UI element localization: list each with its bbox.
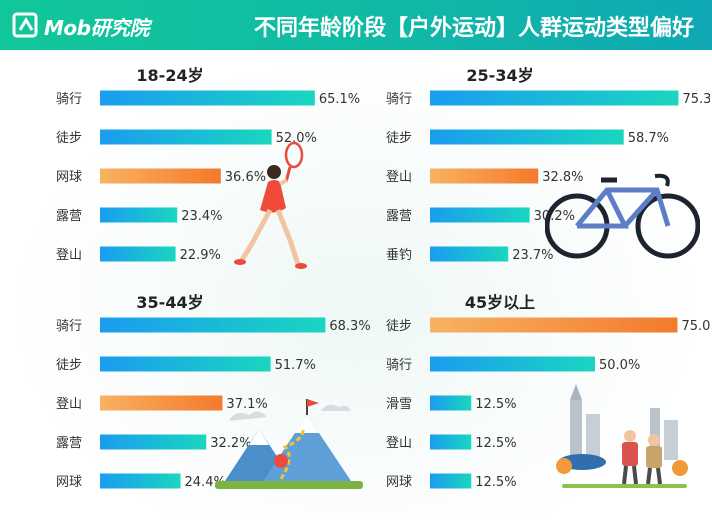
bar <box>430 395 472 411</box>
panel-35-44: 35-44岁 骑行 68.3% 徒步 51.7% 登山 37.1% 露营 32.2% 网球 24.… <box>40 285 380 505</box>
bar-chart-45-plus: 徒步 75.0% 骑行 50.0% 滑雪 12.5% 登山 12.5% 网球 12.5% <box>386 317 711 490</box>
value-label: 12.5% <box>475 436 516 451</box>
panel-title: 25-34岁 <box>466 66 534 85</box>
bar <box>430 434 472 450</box>
category-label: 登山 <box>56 248 82 263</box>
bar-chart-18-24: 骑行 65.1% 徒步 52.0% 网球 36.6% 露营 23.4% 登山 22.9% <box>56 90 360 263</box>
category-label: 垂钓 <box>386 248 412 263</box>
bar-chart-35-44: 骑行 68.3%徒步 51.7%登山 37.1%露营 32.2%网球 24.4% <box>56 317 371 490</box>
bar <box>100 168 221 184</box>
hikers-city-illustration <box>556 384 688 488</box>
value-label: 58.7% <box>628 131 669 146</box>
bar <box>430 356 595 372</box>
value-label: 22.9% <box>180 248 221 263</box>
bar-chart-25-34: 骑行 75.3% 徒步 58.7% 登山 32.8% 露营 30.2% 垂钓 23.7% <box>386 90 710 263</box>
category-label: 骑行 <box>386 358 412 373</box>
category-label: 徒步 <box>56 131 82 146</box>
bar <box>100 90 315 106</box>
category-label: 网球 <box>56 170 82 185</box>
value-label: 65.1% <box>319 92 360 107</box>
bar <box>100 434 207 450</box>
bar <box>430 317 678 333</box>
value-label: 12.5% <box>475 397 516 412</box>
bar <box>430 473 472 489</box>
value-label: 23.4% <box>181 209 222 224</box>
category-label: 网球 <box>386 475 412 490</box>
panel-title: 35-44岁 <box>136 293 204 312</box>
bicycle-illustration <box>545 173 700 259</box>
value-label: 23.7% <box>512 248 553 263</box>
bar <box>100 317 326 333</box>
value-label: 32.8% <box>542 170 583 185</box>
value-label: 51.7% <box>275 358 316 373</box>
value-label: 68.3% <box>329 319 370 334</box>
value-label: 52.0% <box>276 131 317 146</box>
mountain-flag-illustration <box>215 399 363 489</box>
value-label: 30.2% <box>534 209 575 224</box>
bar <box>100 395 223 411</box>
category-label: 登山 <box>386 170 412 185</box>
category-label: 露营 <box>56 436 82 451</box>
panel-title: 18-24岁 <box>136 66 204 85</box>
panel-25-34: 25-34岁 骑行 75.3% 徒步 58.7% 登山 32.8% 露营 30.2% 垂钓 23.… <box>370 58 710 278</box>
category-label: 登山 <box>386 436 412 451</box>
bar <box>100 246 176 262</box>
category-label: 露营 <box>386 209 412 224</box>
category-label: 滑雪 <box>386 397 412 412</box>
panel-title: 45岁以上 <box>464 293 536 312</box>
bar <box>100 356 271 372</box>
value-label: 12.5% <box>475 475 516 490</box>
category-label: 网球 <box>56 475 82 490</box>
panel-45-plus: 45岁以上 徒步 75.0% 骑行 50.0% 滑雪 12.5% 登山 12.5% 网球 12.5… <box>370 285 710 505</box>
category-label: 骑行 <box>56 319 82 334</box>
category-label: 徒步 <box>386 131 412 146</box>
category-label: 骑行 <box>386 92 412 107</box>
category-label: 徒步 <box>386 319 412 334</box>
category-label: 露营 <box>56 209 82 224</box>
bar <box>430 207 530 223</box>
bar <box>430 246 509 262</box>
category-label: 骑行 <box>56 92 82 107</box>
bar <box>100 129 272 145</box>
bar <box>100 207 178 223</box>
value-label: 32.2% <box>210 436 251 451</box>
header-bar: Mob研究院 不同年龄阶段【户外运动】人群运动类型偏好 <box>0 0 712 50</box>
panel-18-24: 18-24岁 骑行 65.1% 徒步 52.0% 网球 36.6% 露营 23.4% 登山 22.… <box>40 58 380 278</box>
bar <box>430 129 624 145</box>
logo-icon <box>12 12 38 38</box>
category-label: 登山 <box>56 397 82 412</box>
page-title: 不同年龄阶段【户外运动】人群运动类型偏好 <box>253 16 694 41</box>
bar <box>100 473 181 489</box>
tennis-player-illustration <box>234 141 307 269</box>
value-label: 50.0% <box>599 358 640 373</box>
logo-text: Mob研究院 <box>44 16 149 40</box>
bar <box>430 168 539 184</box>
value-label: 75.3% <box>682 92 710 107</box>
value-label: 75.0% <box>682 319 711 334</box>
bar <box>430 90 679 106</box>
value-label: 37.1% <box>226 397 267 412</box>
category-label: 徒步 <box>56 358 82 373</box>
value-label: 36.6% <box>225 170 266 185</box>
